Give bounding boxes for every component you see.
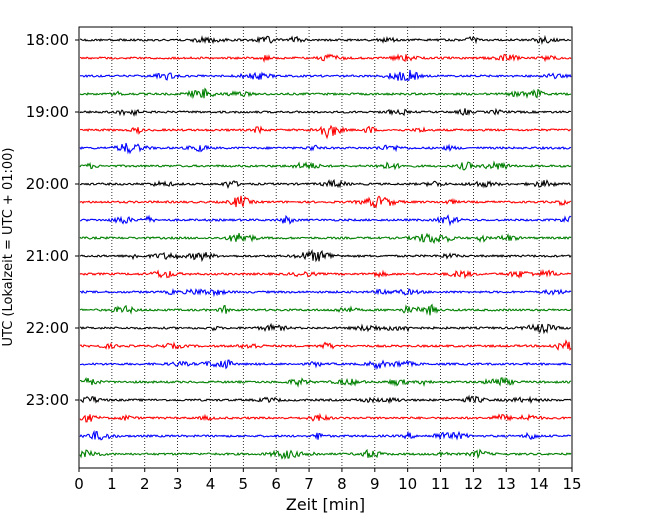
trace-2030 [79,214,572,227]
trace-1945 [79,160,572,171]
trace-2130 [79,287,572,298]
y-tick-label-4: 22:00 [26,319,69,337]
trace-1830 [79,69,572,81]
y-tick-label-1: 19:00 [26,103,69,121]
x-axis-ticks: 0 1 2 3 4 5 6 7 8 9 10 11 12 13 14 15 [74,468,582,493]
trace-group [79,34,572,460]
x-tick-label-3: 3 [173,475,183,493]
trace-2345 [79,448,572,460]
y-tick-label-5: 23:00 [26,391,69,409]
trace-2330 [79,429,572,441]
x-tick-label-15: 15 [562,475,581,493]
x-tick-label-8: 8 [337,475,347,493]
trace-2015 [79,195,572,209]
trace-1815 [79,53,572,64]
x-tick-label-13: 13 [497,475,516,493]
trace-2000 [79,179,572,190]
x-tick-label-4: 4 [206,475,216,493]
x-tick-label-0: 0 [74,475,84,493]
trace-2215 [79,339,572,351]
trace-2230 [79,359,572,370]
x-tick-label-5: 5 [239,475,249,493]
x-tick-label-7: 7 [304,475,314,493]
trace-2145 [79,303,572,316]
y-tick-label-3: 21:00 [26,247,69,265]
y-axis-ticks: 18:00 19:00 20:00 21:00 22:00 23:00 [26,31,79,409]
x-axis-label: Zeit [min] [286,495,365,514]
x-tick-label-10: 10 [398,475,417,493]
trace-2045 [79,232,572,245]
x-tick-label-14: 14 [530,475,549,493]
trace-2115 [79,268,572,280]
trace-1900 [79,107,572,117]
trace-2200 [79,322,572,335]
trace-2315 [79,412,572,423]
x-tick-label-6: 6 [271,475,281,493]
trace-2300 [79,394,572,405]
trace-2100 [79,248,572,263]
x-tick-label-9: 9 [370,475,380,493]
trace-1915 [79,124,572,140]
x-tick-label-1: 1 [107,475,117,493]
x-tick-label-11: 11 [431,475,450,493]
y-axis-label: UTC (Lokalzeit = UTC + 01:00) [1,148,16,347]
x-tick-label-12: 12 [464,475,483,493]
trace-1845 [79,87,572,100]
trace-1800 [79,34,572,46]
y-tick-label-0: 18:00 [26,31,69,49]
x-tick-label-2: 2 [140,475,150,493]
y-tick-label-2: 20:00 [26,175,69,193]
trace-1930 [79,142,572,155]
trace-2245 [79,376,572,388]
plot-frame [78,26,573,469]
